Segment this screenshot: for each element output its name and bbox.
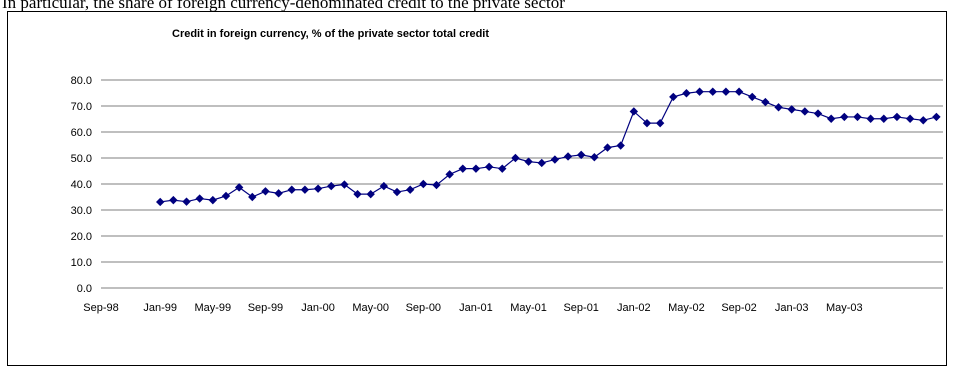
x-tick-label: Sep-99	[248, 302, 283, 314]
y-tick-label: 20.0	[71, 231, 92, 243]
data-point	[169, 195, 178, 205]
data-point	[879, 114, 888, 123]
x-tick-label: May-03	[826, 302, 863, 314]
data-point	[208, 195, 218, 205]
x-tick-label: May-01	[510, 302, 547, 314]
y-tick-label: 40.0	[71, 179, 92, 191]
data-point	[721, 87, 731, 96]
data-point	[511, 153, 520, 163]
data-point	[919, 116, 928, 125]
data-point	[682, 89, 691, 98]
y-tick-label: 10.0	[71, 257, 92, 269]
data-point	[563, 152, 573, 161]
data-point	[590, 153, 599, 162]
y-tick-label: 80.0	[71, 75, 92, 87]
data-point	[261, 187, 270, 196]
data-series	[156, 87, 941, 207]
data-point	[524, 157, 533, 166]
data-point	[550, 155, 560, 164]
x-tick-label: Jan-99	[143, 302, 177, 314]
chart-area: Credit in foreign currency, % of the pri…	[7, 11, 947, 366]
header-text: In particular, the share of foreign curr…	[2, 0, 565, 12]
data-point	[748, 92, 757, 102]
x-tick-label: May-02	[668, 302, 705, 314]
data-point	[182, 197, 191, 206]
x-tick-label: Sep-01	[563, 302, 598, 314]
data-point	[458, 164, 467, 173]
data-point	[248, 192, 257, 202]
data-point	[445, 170, 454, 179]
data-point	[340, 180, 349, 189]
data-point	[392, 187, 402, 197]
data-point	[156, 197, 165, 207]
data-point	[498, 164, 507, 173]
x-tick-label: Jan-02	[617, 302, 651, 314]
data-point	[405, 185, 415, 194]
series-line	[160, 91, 937, 203]
data-point	[484, 162, 494, 172]
data-point	[366, 189, 375, 199]
data-point	[313, 184, 323, 193]
data-point	[379, 181, 389, 191]
data-point	[234, 183, 244, 192]
chart-svg: Credit in foreign currency, % of the pri…	[71, 28, 943, 314]
data-point	[800, 107, 810, 116]
data-point	[905, 114, 915, 123]
data-point	[826, 114, 836, 123]
data-point	[471, 164, 481, 173]
x-tick-label: Jan-00	[301, 302, 335, 314]
data-point	[695, 87, 704, 96]
data-point	[327, 181, 336, 191]
y-tick-label: 50.0	[71, 153, 92, 165]
x-tick-label: May-00	[352, 302, 389, 314]
data-point	[287, 185, 296, 194]
data-point	[642, 118, 652, 128]
y-tick-label: 0.0	[77, 283, 92, 295]
data-point	[603, 143, 612, 152]
x-tick-label: May-99	[194, 302, 231, 314]
gridlines	[101, 79, 943, 289]
data-point	[774, 103, 783, 112]
data-point	[353, 189, 362, 199]
y-tick-label: 30.0	[71, 205, 92, 217]
x-tick-label: Jan-03	[775, 302, 809, 314]
data-point	[787, 105, 796, 114]
data-point	[577, 150, 586, 160]
data-point	[669, 92, 678, 102]
x-tick-label: Sep-00	[406, 302, 441, 314]
data-point	[655, 118, 665, 128]
data-point	[853, 112, 862, 122]
data-point	[195, 194, 204, 203]
data-point	[813, 109, 823, 118]
data-point	[866, 114, 875, 123]
data-point	[892, 112, 902, 122]
data-point	[761, 97, 770, 107]
data-point	[708, 87, 717, 96]
data-point	[932, 112, 941, 122]
data-point	[300, 185, 310, 194]
data-point	[840, 112, 849, 122]
x-tick-label: Jan-01	[459, 302, 493, 314]
data-point	[221, 191, 231, 201]
data-point	[432, 180, 441, 190]
x-tick-label: Sep-02	[721, 302, 756, 314]
data-point	[537, 158, 546, 168]
x-axis-tick-labels: Sep-98 Jan-99 May-99 Sep-99 Jan-00 May-00 Sep-…	[83, 302, 862, 314]
data-point	[629, 107, 639, 116]
x-tick-label: Sep-98	[83, 302, 118, 314]
y-axis-tick-labels: 0.0 10.0 20.0 30.0 40.0 50.0 60.0 70.0 80.0	[71, 75, 92, 295]
data-point	[616, 141, 625, 150]
data-point	[734, 87, 744, 96]
y-tick-label: 60.0	[71, 127, 92, 139]
data-point	[274, 189, 283, 198]
chart-title: Credit in foreign currency, % of the pri…	[172, 28, 489, 40]
y-tick-label: 70.0	[71, 101, 92, 113]
data-point	[419, 179, 428, 189]
